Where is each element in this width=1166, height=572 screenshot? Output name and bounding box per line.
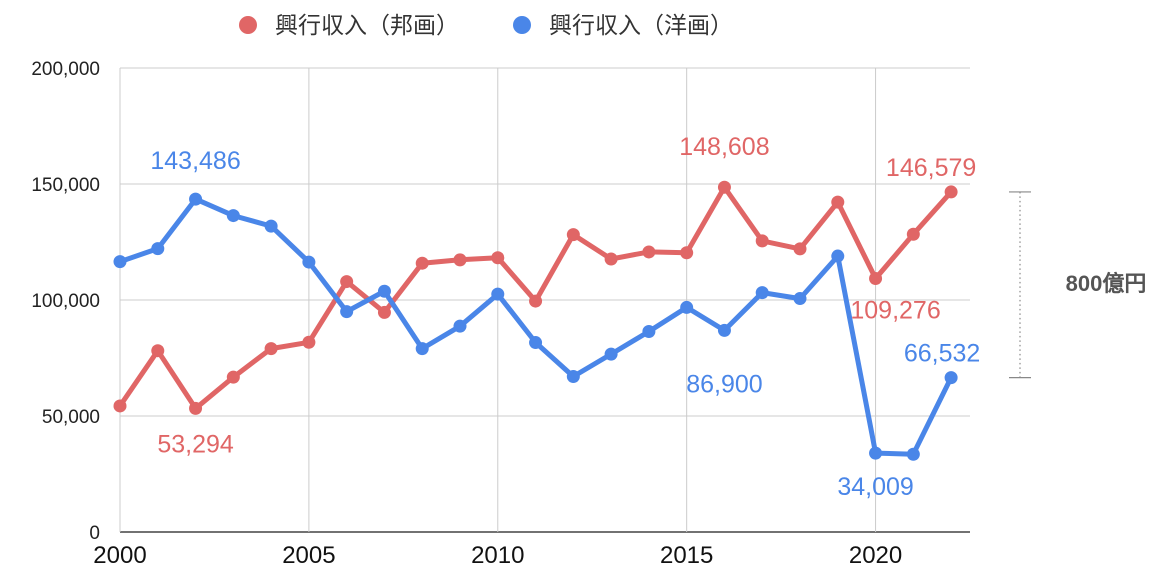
data-point: [264, 342, 278, 356]
x-tick-label: 2020: [849, 542, 902, 569]
data-point: [226, 370, 240, 384]
data-point: [340, 305, 354, 319]
legend-swatch: [239, 16, 257, 34]
series-lines: [117, 184, 954, 457]
data-point: [377, 305, 391, 319]
data-point: [869, 271, 883, 285]
data-point: [717, 323, 731, 337]
data-point: [491, 251, 505, 265]
data-point: [906, 447, 920, 461]
data-point: [944, 371, 958, 385]
data-point: [529, 336, 543, 350]
y-tick-label: 50,000: [42, 407, 100, 428]
data-label: 53,294: [157, 430, 234, 458]
data-point: [264, 219, 278, 233]
data-point: [642, 324, 656, 338]
data-point: [831, 249, 845, 263]
series-points: [113, 180, 958, 461]
data-point: [453, 319, 467, 333]
y-tick-label: 150,000: [31, 175, 100, 196]
data-label: 143,486: [150, 147, 240, 175]
x-tick-label: 2005: [282, 542, 335, 569]
data-label: 148,608: [679, 133, 769, 161]
data-point: [793, 292, 807, 306]
data-point: [604, 347, 618, 361]
data-point: [566, 370, 580, 384]
legend-swatch: [513, 16, 531, 34]
data-point: [906, 227, 920, 241]
data-point: [226, 209, 240, 223]
data-point: [755, 234, 769, 248]
data-point: [491, 287, 505, 301]
data-label: 86,900: [686, 370, 762, 398]
gridlines: [119, 67, 970, 533]
x-tick-label: 2015: [660, 542, 713, 569]
y-tick-label: 100,000: [31, 291, 100, 312]
range-annotation: 800億円: [1009, 191, 1147, 379]
data-point: [529, 294, 543, 308]
data-point: [377, 284, 391, 298]
y-tick-label: 0: [89, 523, 100, 544]
data-point: [680, 300, 694, 314]
y-axis: 0 50,000 100,000 150,000 200,000: [31, 59, 100, 544]
data-point: [604, 252, 618, 266]
data-point: [189, 192, 203, 206]
data-point: [302, 255, 316, 269]
data-point: [151, 242, 165, 256]
legend-label: 興行収入（洋画）: [549, 12, 733, 38]
x-axis: 2000 2005 2010 2015 2020: [93, 542, 902, 569]
x-tick-label: 2010: [471, 542, 524, 569]
data-labels: 53,294 148,608 109,276 146,579 143,486 86,900…: [150, 133, 980, 501]
data-point: [642, 245, 656, 259]
data-point: [717, 180, 731, 194]
data-point: [113, 255, 127, 269]
data-point: [189, 401, 203, 415]
y-tick-label: 200,000: [31, 59, 100, 80]
data-point: [869, 446, 883, 460]
data-point: [302, 335, 316, 349]
data-label: 34,009: [837, 473, 913, 501]
data-point: [415, 256, 429, 270]
legend-label: 興行収入（邦画）: [275, 12, 459, 38]
data-point: [680, 246, 694, 260]
data-label: 146,579: [886, 154, 976, 182]
data-point: [113, 399, 127, 413]
data-point: [151, 344, 165, 358]
data-label: 66,532: [904, 340, 980, 368]
legend: 興行収入（邦画） 興行収入（洋画）: [239, 12, 733, 38]
data-point: [831, 195, 845, 209]
data-point: [793, 242, 807, 256]
x-tick-label: 2000: [93, 542, 146, 569]
annotation-label: 800億円: [1066, 271, 1147, 296]
data-point: [944, 185, 958, 199]
data-label: 109,276: [850, 296, 940, 324]
data-point: [566, 228, 580, 242]
data-point: [453, 253, 467, 267]
data-point: [415, 342, 429, 356]
data-point: [755, 286, 769, 300]
data-point: [340, 275, 354, 289]
